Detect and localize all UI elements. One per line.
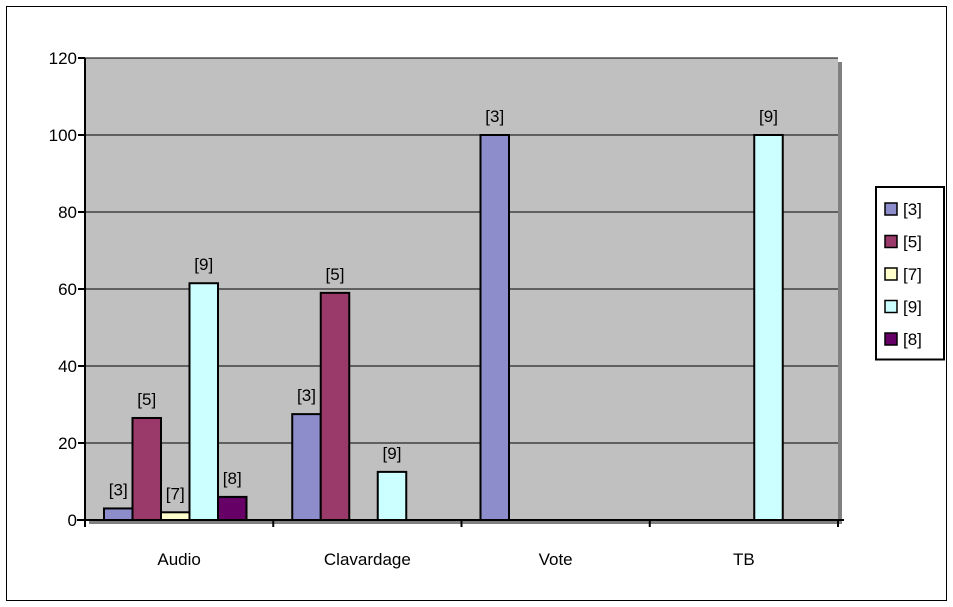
x-tick-label-audio: Audio — [157, 550, 200, 569]
x-tick-label-clavardage: Clavardage — [324, 550, 411, 569]
legend-swatch — [884, 267, 898, 281]
bar-tb-series-3 — [753, 134, 784, 521]
y-tick-label: 20 — [58, 434, 77, 453]
legend-label: [5] — [903, 233, 922, 252]
legend-label: [8] — [903, 330, 922, 349]
bar-clavardage-series-1 — [319, 291, 351, 521]
bar-audio-series-2 — [160, 511, 191, 521]
legend-label: [7] — [903, 265, 922, 284]
bar-clavardage-series-3 — [376, 470, 408, 521]
data-label: [9] — [194, 255, 213, 274]
y-tick-label: 40 — [58, 357, 77, 376]
legend-label: [3] — [903, 200, 922, 219]
data-label: [5] — [137, 390, 156, 409]
x-tick-label-vote: Vote — [539, 550, 573, 569]
data-label: [3] — [297, 386, 316, 405]
data-label: [7] — [166, 484, 185, 503]
data-label: [9] — [759, 107, 778, 126]
y-tick-label: 60 — [58, 280, 77, 299]
bar-chart: 0 20 40 60 80 100 120 Audio Clavardage Vote TB [3… — [49, 49, 945, 569]
bar-audio-series-1 — [131, 416, 162, 522]
bar-audio-series-4 — [217, 495, 248, 521]
data-labels: [3] [5] [7] [9] [8] [3] [5] [9] [3] [9] — [109, 107, 778, 503]
legend-swatch — [884, 299, 898, 314]
legend-label: [9] — [903, 298, 922, 317]
legend-swatch — [884, 332, 898, 346]
x-tick-labels: Audio Clavardage Vote TB — [157, 550, 754, 569]
legend-swatch — [884, 234, 898, 249]
y-tick-label: 100 — [49, 126, 77, 145]
bar-audio-series-0 — [103, 507, 134, 522]
bars-group — [103, 134, 784, 522]
data-label: [9] — [383, 444, 402, 463]
bar-vote-series-0 — [479, 134, 510, 521]
legend-swatch — [884, 202, 898, 216]
bar-clavardage-series-0 — [291, 413, 322, 521]
legend: [3] [5] [7] [9] [8] — [875, 186, 945, 361]
data-label: [3] — [485, 107, 504, 126]
x-tick-label-tb: TB — [733, 550, 755, 569]
y-tick-label: 80 — [58, 203, 77, 222]
chart-frame: 0 20 40 60 80 100 120 Audio Clavardage Vote TB [3… — [6, 6, 947, 601]
y-tick-label: 0 — [68, 511, 77, 530]
axes-group — [77, 57, 844, 527]
data-label: [5] — [326, 265, 345, 284]
data-label: [8] — [223, 469, 242, 488]
bar-audio-series-3 — [188, 282, 219, 521]
data-label: [3] — [109, 480, 128, 499]
y-tick-label: 120 — [49, 49, 77, 68]
y-tick-labels: 0 20 40 60 80 100 120 — [49, 49, 77, 530]
